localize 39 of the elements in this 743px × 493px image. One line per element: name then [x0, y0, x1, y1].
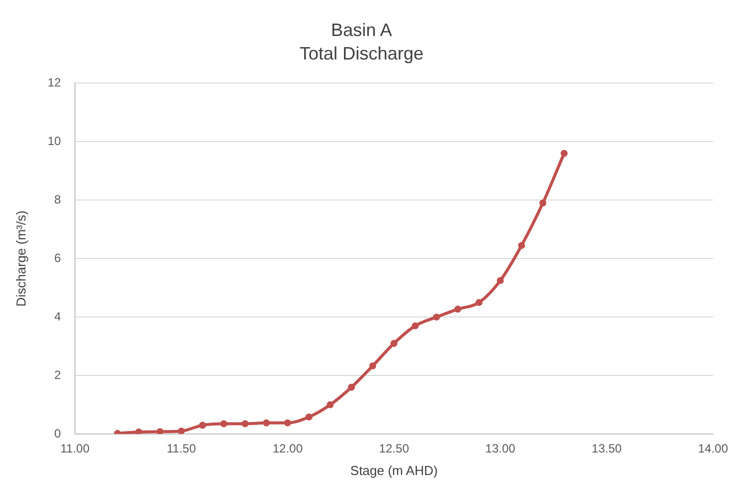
- x-tick-label: 11.50: [166, 442, 196, 456]
- x-axis-title: Stage (m AHD): [350, 462, 438, 478]
- point: [178, 428, 185, 434]
- y-axis-title: Discharge (m³/s): [13, 210, 28, 307]
- x-tick-label: 12.00: [272, 442, 303, 456]
- point: [539, 200, 546, 207]
- point: [433, 314, 440, 321]
- point: [305, 414, 312, 421]
- point: [476, 298, 483, 306]
- x-tick-label: 13.50: [592, 442, 622, 456]
- point: [156, 428, 164, 434]
- point: [284, 419, 292, 426]
- y-tick-label: 2: [54, 368, 62, 382]
- y-tick-label: 8: [54, 192, 62, 206]
- point: [242, 420, 249, 428]
- chart-title: Basin A: [330, 20, 392, 40]
- x-tick-label: 11.00: [60, 442, 90, 456]
- point: [518, 242, 526, 249]
- point: [199, 422, 206, 429]
- x-tick-label: 14.00: [698, 442, 728, 456]
- point: [348, 384, 355, 391]
- x-tick-label: 12.50: [378, 442, 410, 456]
- point: [220, 420, 228, 428]
- point: [135, 428, 142, 434]
- point: [326, 401, 334, 408]
- point: [560, 150, 568, 157]
- y-tick-label: 10: [48, 134, 62, 148]
- point: [496, 277, 504, 284]
- y-tick-label: 6: [54, 250, 62, 265]
- chart-subtitle: Total Discharge: [299, 43, 424, 64]
- point: [262, 419, 270, 426]
- point: [390, 340, 398, 347]
- y-tick-label: 0: [54, 426, 62, 440]
- point: [369, 362, 376, 370]
- x-tick-label: 13.00: [485, 442, 516, 456]
- point: [454, 306, 462, 313]
- y-tick-label: 4: [54, 309, 62, 324]
- y-tick-label: 12: [48, 76, 62, 90]
- point: [412, 322, 419, 330]
